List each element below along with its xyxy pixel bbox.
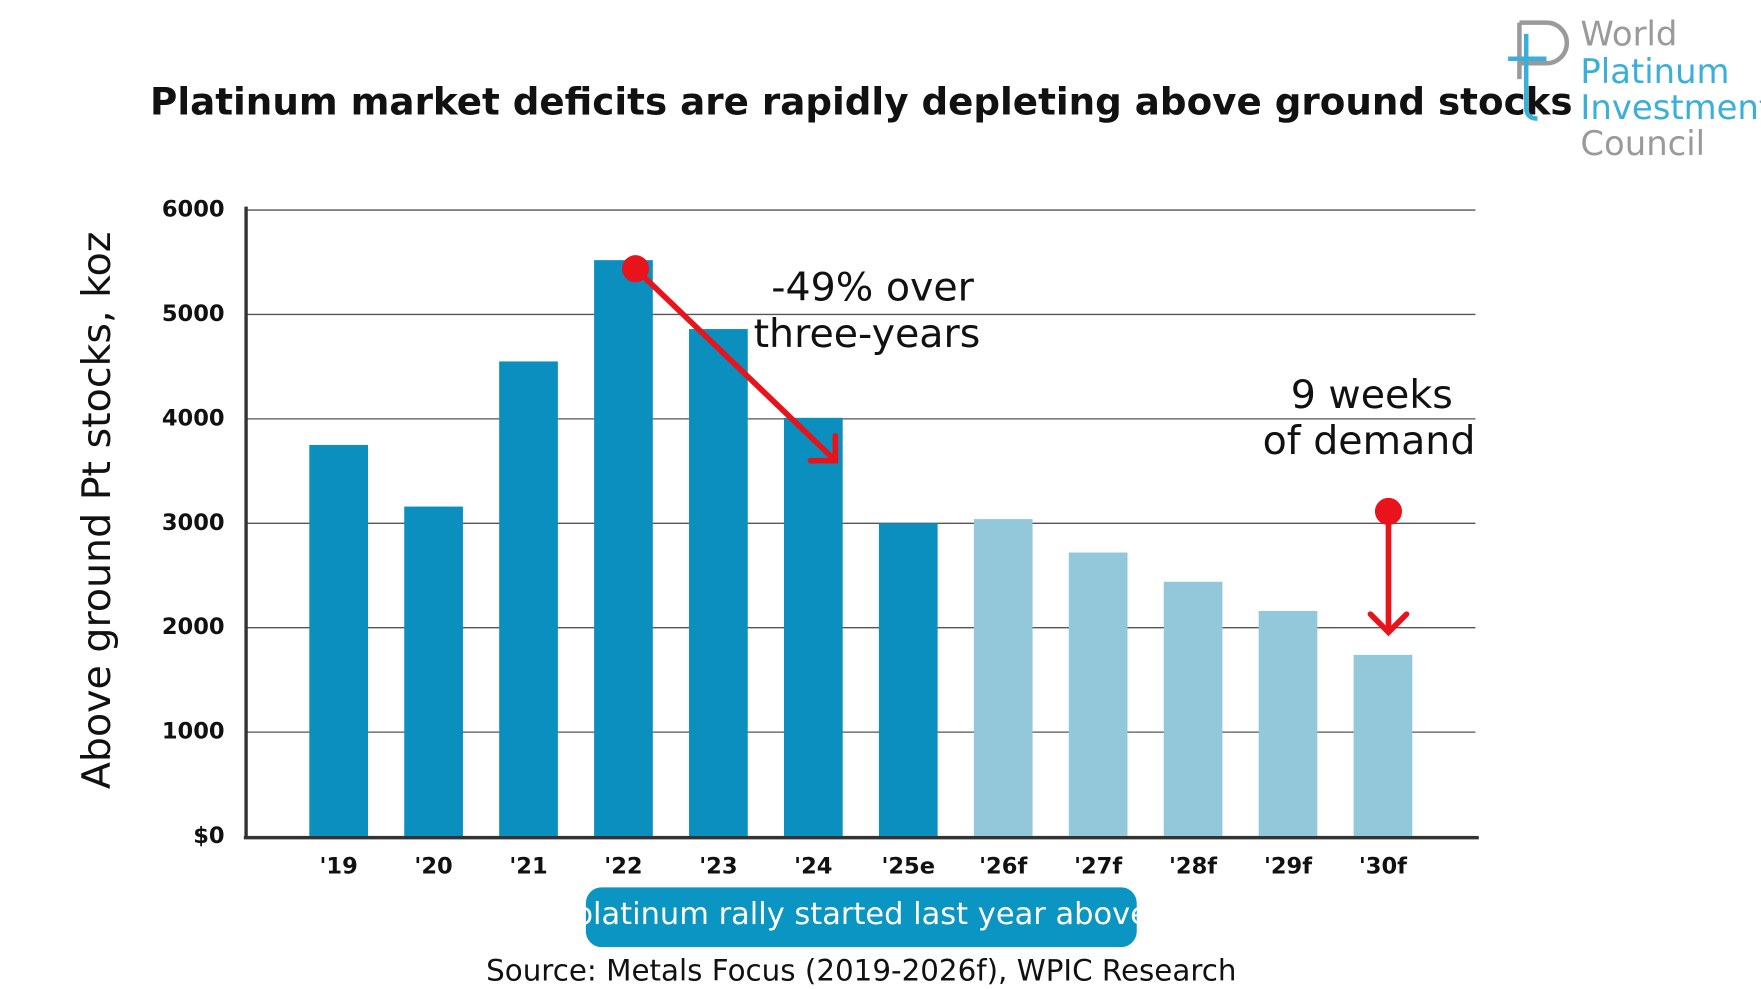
arrow-dot: [621, 255, 650, 283]
y-tick-label: 4000: [162, 405, 225, 431]
y-tick-label: 5000: [162, 301, 225, 327]
x-tick-label: '23: [699, 854, 737, 880]
annotation: of demand: [1263, 418, 1476, 464]
x-tick-label: '27f: [1074, 854, 1123, 880]
source: Source: Metals Focus (2019-2026f), WPIC …: [486, 954, 1236, 988]
note-pill: [585, 887, 1137, 948]
x-tick-label: '28f: [1169, 854, 1218, 880]
y-tick-label: $0: [193, 823, 224, 849]
x-tick-label: '26f: [979, 854, 1028, 880]
chart-title: Platinum market deficits are rapidly dep…: [150, 79, 1573, 123]
bar: [973, 519, 1033, 837]
y-axis-label: Above ground Pt stocks, koz: [74, 232, 120, 790]
annotation: three-years: [754, 311, 981, 357]
annotation: -49% over: [771, 265, 974, 311]
y-tick-label: 2000: [162, 614, 225, 640]
bar: [1258, 610, 1318, 837]
bar: [309, 444, 369, 837]
bars: '19 '20 '21 '22 '23 '24 '25e '26f '27f '28f '29f '3…: [309, 260, 1413, 880]
logo-text: Council: [1580, 124, 1705, 163]
bar: [499, 361, 558, 837]
x-tick-label: '20: [414, 854, 452, 880]
x-tick-label: '25e: [881, 854, 935, 880]
arrow: [632, 265, 1410, 637]
y-tick-label: 3000: [162, 510, 225, 536]
bar: [1353, 654, 1413, 837]
bar: [1163, 581, 1223, 837]
x-tick-label: '22: [604, 854, 642, 880]
logo-icon: [1508, 20, 1570, 121]
bar: [783, 417, 843, 837]
x-tick-label: '29f: [1264, 854, 1313, 880]
logo-text: Platinum: [1580, 52, 1729, 91]
arrow-dot: [1374, 497, 1403, 525]
y-tick-label: 1000: [162, 719, 225, 745]
logo-text: World: [1580, 15, 1677, 54]
x-tick-label: '24: [794, 854, 832, 880]
logo-text: Investment: [1580, 88, 1761, 127]
x-tick-label: '30f: [1359, 854, 1408, 880]
annotation: 9 weeks: [1291, 372, 1453, 418]
bar: [689, 329, 748, 837]
bar: [404, 506, 463, 837]
x-tick-label: '21: [509, 854, 547, 880]
y-tick-label: 6000: [162, 197, 225, 223]
x-tick-label: '19: [319, 854, 357, 880]
bar: [594, 260, 653, 837]
bar: [1068, 552, 1128, 837]
note: platinum rally started last year above: [574, 897, 1149, 932]
bar: [878, 523, 938, 837]
